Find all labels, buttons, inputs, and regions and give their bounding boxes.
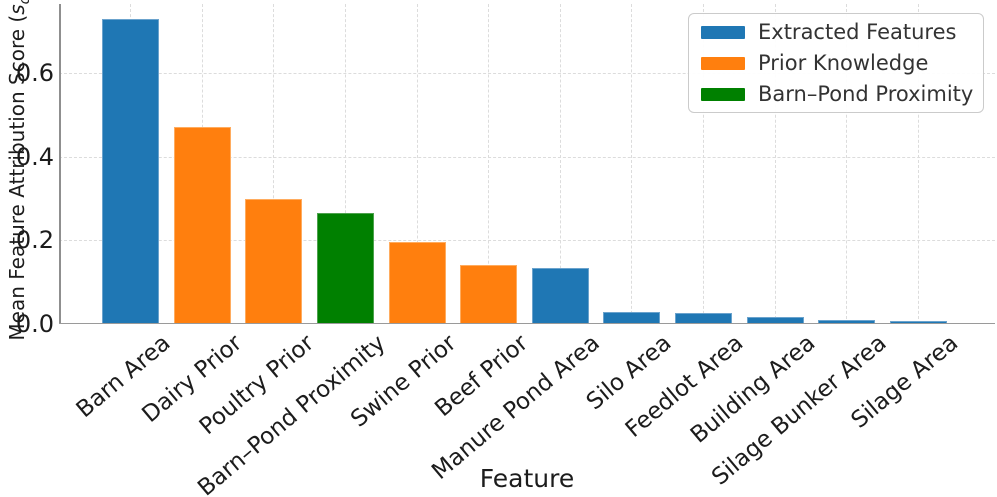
v-gridline bbox=[416, 4, 418, 324]
legend-item-label: Extracted Features bbox=[758, 20, 957, 44]
legend: Extracted Features Prior Knowledge Barn–Po… bbox=[688, 13, 984, 113]
y-tick-label: 0.6 bbox=[15, 59, 54, 88]
legend-swatch-icon bbox=[701, 88, 745, 101]
bar-beef-prior bbox=[460, 265, 518, 324]
v-gridline bbox=[273, 4, 275, 324]
legend-swatch-icon bbox=[701, 57, 745, 70]
bar-swine-prior bbox=[388, 242, 446, 324]
y-tick-label: 0.2 bbox=[15, 226, 54, 255]
h-gridline bbox=[59, 240, 995, 242]
bar-barn-pond-proximity bbox=[317, 213, 375, 324]
legend-item-label: Prior Knowledge bbox=[758, 51, 929, 75]
bar-silage-bunker-area bbox=[818, 320, 876, 324]
v-gridline bbox=[488, 4, 490, 324]
legend-item-extracted: Extracted Features bbox=[701, 17, 983, 48]
v-gridline bbox=[917, 4, 919, 324]
x-axis-label: Feature bbox=[479, 464, 575, 493]
v-gridline bbox=[559, 4, 561, 324]
bar-barn-area bbox=[102, 19, 160, 324]
bar-building-area bbox=[746, 317, 804, 324]
legend-item-label: Barn–Pond Proximity bbox=[758, 82, 974, 106]
bar-feedlot-area bbox=[674, 313, 732, 324]
v-gridline bbox=[345, 4, 347, 324]
legend-swatch-icon bbox=[701, 26, 745, 39]
legend-item-proximity: Barn–Pond Proximity bbox=[701, 79, 983, 110]
h-gridline bbox=[59, 156, 995, 158]
y-tick-label: 0.4 bbox=[15, 142, 54, 171]
y-axis-label-var: s bbox=[5, 4, 29, 15]
v-gridline bbox=[702, 4, 704, 324]
v-gridline bbox=[774, 4, 776, 324]
plot-area bbox=[59, 4, 995, 324]
bar-silo-area bbox=[603, 312, 661, 324]
bar-manure-pond-area bbox=[531, 268, 589, 324]
bar-dairy-prior bbox=[173, 127, 231, 324]
v-gridline bbox=[846, 4, 848, 324]
x-axis-spine bbox=[59, 322, 995, 324]
h-gridline bbox=[59, 73, 995, 75]
y-axis-label-subscript: d bbox=[17, 0, 33, 4]
y-tick-label: 0.0 bbox=[15, 310, 54, 338]
v-gridline bbox=[631, 4, 633, 324]
y-axis-spine bbox=[59, 4, 61, 324]
legend-item-prior: Prior Knowledge bbox=[701, 48, 983, 79]
bar-poultry-prior bbox=[245, 199, 303, 324]
